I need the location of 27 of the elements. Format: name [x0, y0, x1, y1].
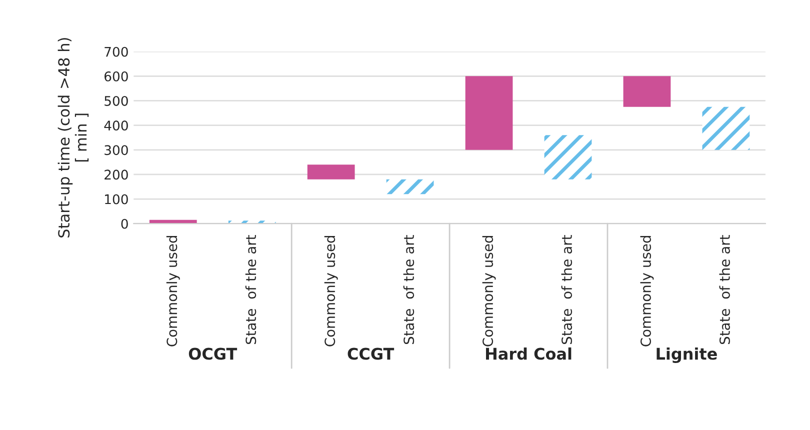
x-tick-label: State of the art — [403, 235, 414, 344]
y-axis-title: Start-up time (cold >48 h) [ min ] — [58, 38, 89, 238]
x-tick-label: Commonly used — [166, 236, 180, 346]
y-tick-label: 200 — [104, 170, 128, 180]
text: Hard Coal — [486, 347, 572, 360]
y-tick-label: 600 — [104, 71, 128, 82]
y-tick-label: 700 — [104, 46, 128, 57]
bar — [623, 76, 671, 107]
x-tick-label: Commonly used — [640, 236, 654, 346]
bar — [544, 135, 592, 180]
x-tick-label: State of the art — [719, 235, 730, 344]
x-tick-label: Commonly used — [324, 236, 338, 346]
bar — [465, 76, 513, 150]
y-tick-label: 0 — [121, 218, 128, 229]
y-tick-label: 500 — [104, 96, 128, 106]
y-tick-label: 100 — [105, 194, 128, 204]
text: CCGT — [348, 348, 394, 360]
y-tick-label: 300 — [104, 145, 128, 156]
x-tick-label: State of the art — [245, 235, 256, 344]
text: Lignite — [656, 347, 717, 364]
bar — [702, 106, 750, 150]
x-tick-label: Commonly used — [482, 236, 496, 346]
bar — [386, 179, 434, 194]
y-tick-label: 400 — [104, 120, 128, 131]
x-tick-label: State of the art — [561, 235, 572, 344]
bar — [307, 164, 355, 180]
text: OCGT — [188, 348, 238, 360]
